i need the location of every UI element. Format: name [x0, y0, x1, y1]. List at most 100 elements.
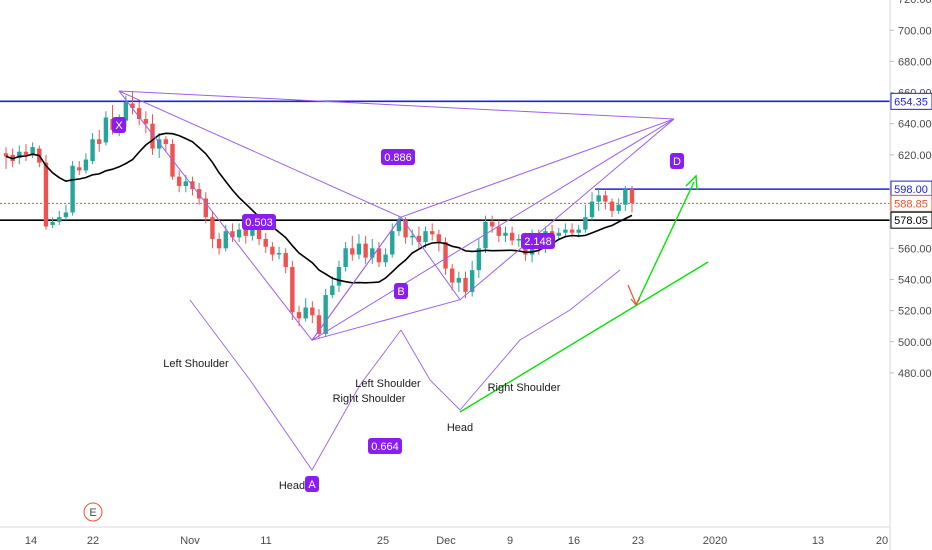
- point-a-tag-text: A: [308, 479, 316, 491]
- moving-average-line: [5, 132, 633, 284]
- candle-body: [343, 248, 348, 267]
- candle-body: [509, 232, 515, 241]
- candle-body: [449, 268, 455, 283]
- x-tick-label: Dec: [436, 535, 456, 547]
- candle: [236, 223, 242, 243]
- price-tag: 578.05: [890, 211, 932, 229]
- point-d-tag-text: D: [673, 156, 681, 168]
- candle: [163, 136, 169, 152]
- candle-body: [136, 108, 142, 120]
- earnings-event-marker[interactable]: E: [83, 502, 103, 522]
- ratio-xd-tag: 0.886: [381, 149, 415, 165]
- candle: [283, 248, 288, 274]
- y-tick-label: 720.00: [898, 0, 932, 6]
- hs-right-pattern: [400, 269, 621, 411]
- price-tag-text: 654.35: [894, 96, 928, 108]
- candle-body: [623, 189, 628, 205]
- candle: [350, 235, 355, 261]
- candle: [629, 186, 635, 213]
- candle: [476, 238, 482, 278]
- price-tag-text: 578.05: [894, 215, 928, 227]
- price-tag-text: 598.00: [894, 184, 928, 196]
- pattern-line-ac: [311, 299, 461, 341]
- candle: [303, 298, 308, 322]
- candle-body: [496, 226, 502, 236]
- candle: [50, 217, 55, 229]
- candle-body: [469, 270, 475, 292]
- price-tag: 598.00: [890, 180, 932, 198]
- candle: [70, 161, 75, 216]
- candle-body: [256, 229, 262, 239]
- x-tick-label: Nov: [180, 535, 200, 547]
- candle: [496, 220, 502, 243]
- harmonic-pattern: [118, 90, 709, 471]
- candle-body: [163, 139, 169, 144]
- candle-body: [183, 181, 189, 186]
- candle: [616, 198, 621, 215]
- y-tick-label: 560.00: [898, 243, 932, 255]
- candle-body: [50, 221, 55, 225]
- ratio-ac-tag-bg: [368, 438, 402, 454]
- candle-body: [390, 231, 395, 255]
- candle-body: [363, 243, 368, 258]
- x-tick-label: 14: [25, 535, 37, 547]
- pattern-leg-bcd: [400, 118, 675, 301]
- candle: [416, 226, 422, 250]
- candle: [216, 232, 222, 255]
- candle: [589, 192, 595, 221]
- candle-body: [416, 235, 422, 243]
- candle-body: [63, 212, 69, 218]
- candle-body: [489, 221, 495, 227]
- point-b-tag: B: [394, 283, 408, 299]
- candle: [343, 242, 348, 272]
- point-b-tag-text: B: [397, 286, 404, 298]
- candle-body: [456, 277, 462, 283]
- candle: [403, 217, 408, 244]
- hs-left-pattern: [189, 299, 402, 471]
- candle-body: [17, 151, 22, 158]
- ratio-ac-tag: 0.664: [368, 438, 402, 454]
- candle-body: [589, 201, 595, 218]
- candle: [323, 288, 328, 338]
- x-tick-label: 11: [260, 535, 271, 547]
- candle-body: [403, 220, 408, 238]
- ratio-xab-tag-bg: [242, 214, 276, 230]
- candle-body: [243, 229, 248, 236]
- candle: [30, 142, 35, 158]
- candle-body: [230, 231, 235, 238]
- candle: [230, 223, 235, 243]
- candle-body: [563, 229, 568, 233]
- point-x-tag-bg: [112, 117, 126, 133]
- candle-body: [316, 315, 322, 334]
- candle: [509, 226, 515, 246]
- candle: [383, 248, 388, 267]
- event-marker-circle: [83, 502, 103, 522]
- candle-body: [223, 231, 228, 249]
- candle-body: [143, 119, 149, 124]
- candle: [623, 186, 628, 211]
- up-arrow-head: [685, 174, 698, 191]
- candle: [63, 204, 69, 221]
- annotation-label: Right Shoulder: [488, 382, 561, 394]
- candle: [57, 210, 62, 225]
- candle: [130, 90, 135, 115]
- candle-body: [283, 252, 288, 267]
- candle: [77, 161, 82, 176]
- candle: [463, 271, 468, 299]
- point-b-tag-bg: [394, 283, 408, 299]
- candle-body: [130, 103, 135, 109]
- candle: [556, 228, 561, 241]
- candle: [210, 210, 215, 249]
- candle-body: [483, 221, 488, 249]
- x-axis-ticks: 14 22 Nov 11 25 Dec 9 16 23 2020 13 20: [25, 535, 888, 547]
- candle: [43, 154, 49, 230]
- candle: [363, 235, 368, 264]
- candle-body: [203, 198, 208, 218]
- candle-body: [356, 243, 362, 255]
- candle: [336, 260, 342, 292]
- candle: [17, 145, 22, 165]
- candle: [356, 234, 362, 260]
- candle: [290, 260, 295, 320]
- y-tick-label: 680.00: [898, 56, 932, 68]
- point-d-tag-bg: [670, 153, 684, 169]
